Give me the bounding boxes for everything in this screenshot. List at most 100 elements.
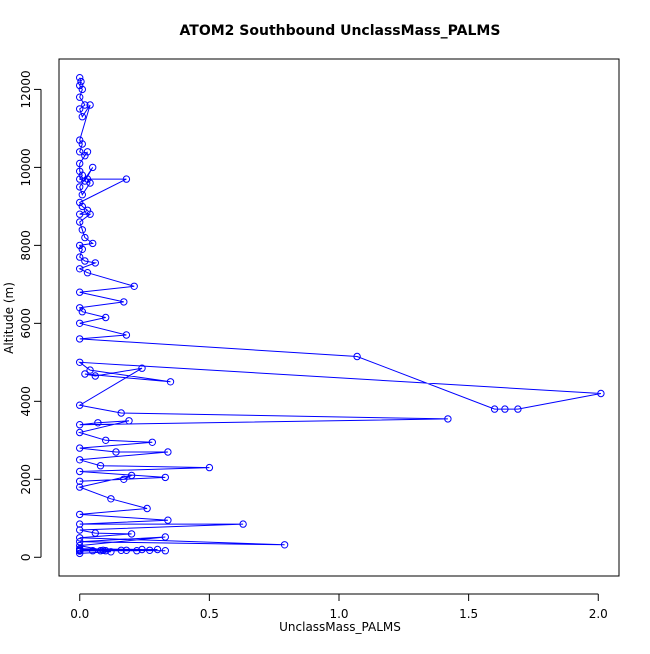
- data-point: [76, 148, 84, 156]
- data-point: [153, 545, 162, 554]
- data-point: [107, 495, 115, 503]
- y-tick-label: 10000: [19, 148, 33, 186]
- data-point: [76, 210, 84, 218]
- data-point: [83, 148, 92, 156]
- data-point: [143, 504, 151, 513]
- data-point: [353, 352, 361, 361]
- data-point: [91, 529, 100, 537]
- data-point: [117, 546, 125, 554]
- data-point: [89, 547, 97, 555]
- data-point: [76, 319, 84, 327]
- plot-frame: [58, 58, 620, 577]
- chart-title: ATOM2 Southbound UnclassMass_PALMS: [180, 23, 501, 39]
- data-point: [76, 288, 84, 296]
- data-point: [76, 428, 84, 437]
- y-tick-label: 6000: [19, 308, 33, 339]
- data-point: [76, 546, 84, 554]
- data-point: [86, 101, 94, 109]
- x-tick-label: 0.0: [70, 607, 89, 621]
- data-point: [78, 226, 87, 234]
- data-point: [166, 378, 175, 386]
- y-tick-label: 2000: [19, 464, 33, 495]
- data-point: [239, 520, 247, 528]
- data-point: [280, 541, 289, 549]
- data-point: [122, 331, 131, 339]
- data-point: [99, 546, 107, 554]
- data-point: [76, 477, 84, 485]
- data-point: [120, 475, 128, 483]
- data-point: [96, 462, 105, 470]
- y-tick-label: 4000: [19, 386, 33, 417]
- data-point: [102, 436, 110, 444]
- data-point: [76, 93, 84, 101]
- data-point: [76, 183, 84, 191]
- data-point: [501, 405, 509, 413]
- data-point: [122, 175, 131, 183]
- data-point: [81, 101, 89, 109]
- data-point: [127, 471, 136, 480]
- data-point: [76, 467, 84, 476]
- data-point: [76, 136, 84, 144]
- x-tick-label: 1.5: [459, 607, 478, 621]
- series-layer: [76, 74, 605, 558]
- data-point: [117, 409, 125, 417]
- data-point: [76, 81, 84, 90]
- data-point: [77, 77, 85, 86]
- data-point: [76, 265, 84, 273]
- y-tick-label: 12000: [19, 70, 33, 108]
- data-point: [76, 421, 84, 429]
- data-point: [120, 298, 128, 306]
- data-point: [76, 483, 84, 491]
- data-point: [76, 218, 84, 226]
- data-point: [76, 456, 84, 464]
- y-tick-label: 0: [19, 553, 33, 561]
- data-point: [86, 210, 94, 218]
- data-point: [91, 372, 100, 380]
- data-point: [102, 547, 110, 555]
- data-point: [76, 335, 84, 343]
- data-point: [81, 370, 89, 378]
- x-tick-label: 0.5: [200, 607, 219, 621]
- data-point: [76, 74, 84, 82]
- data-point: [81, 257, 89, 265]
- data-point: [164, 516, 172, 524]
- data-point: [78, 245, 87, 254]
- data-point: [76, 549, 84, 558]
- y-axis: 0 2000 4000 6000 8000 10000 12000: [19, 70, 42, 561]
- data-point: [76, 358, 84, 366]
- data-point: [96, 547, 105, 555]
- data-point: [130, 282, 138, 290]
- x-axis: 0.0 0.5 1.0 1.5 2.0: [70, 593, 608, 621]
- data-point: [76, 526, 84, 534]
- data-point: [86, 366, 94, 374]
- data-point: [76, 198, 84, 207]
- data-point: [89, 163, 97, 172]
- data-point: [78, 113, 87, 121]
- data-point: [102, 313, 110, 322]
- data-point: [490, 405, 499, 413]
- data-point: [107, 548, 115, 556]
- data-point: [76, 538, 84, 546]
- data-point: [76, 510, 84, 519]
- data-point: [125, 417, 133, 425]
- data-point: [597, 389, 605, 398]
- data-point: [78, 308, 87, 316]
- data-point: [122, 546, 131, 554]
- data-point: [91, 259, 100, 267]
- data-point: [94, 419, 102, 427]
- data-point: [161, 547, 170, 555]
- data-point: [78, 140, 87, 148]
- data-point: [76, 105, 84, 113]
- data-point: [83, 175, 92, 183]
- data-point: [161, 473, 170, 482]
- x-tick-label: 2.0: [589, 607, 608, 621]
- data-point: [78, 191, 87, 199]
- data-point: [76, 175, 84, 183]
- data-point: [78, 85, 87, 94]
- data-point: [81, 233, 89, 242]
- data-point: [133, 547, 141, 555]
- data-point: [76, 167, 84, 176]
- data-point: [146, 546, 154, 554]
- y-tick-label: 8000: [19, 230, 33, 261]
- data-point: [76, 541, 84, 550]
